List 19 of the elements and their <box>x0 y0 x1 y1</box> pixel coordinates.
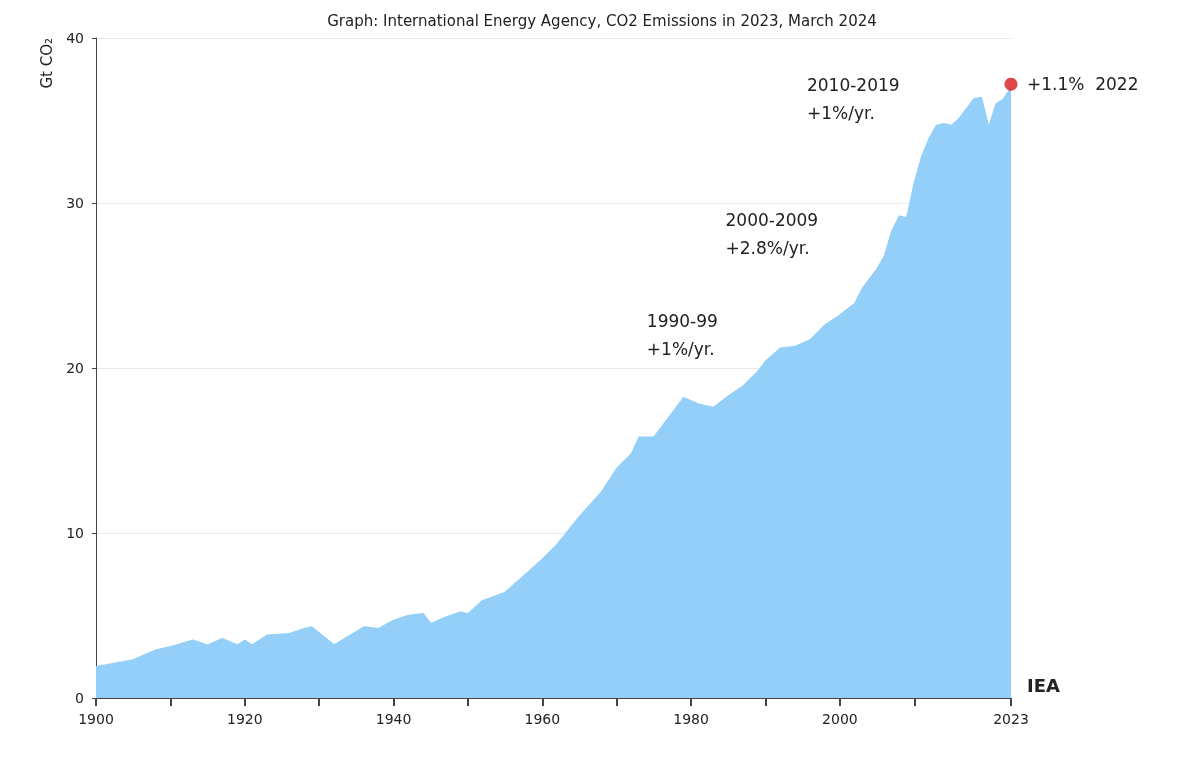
x-tick-label: 1980 <box>673 711 709 727</box>
x-tick-label: 1920 <box>226 711 263 727</box>
annotation: +1.1% 2022 <box>1027 74 1139 95</box>
y-tick-label: 20 <box>66 360 84 376</box>
x-tick-label: 1960 <box>524 711 561 727</box>
annotation: 2010-2019 +1%/yr. <box>806 75 900 123</box>
y-axis-title: Gt CO₂ <box>37 38 56 89</box>
chart-title: Graph: International Energy Agency, CO2 Emissions in 2023, March 2024 <box>327 11 877 30</box>
x-tick-label: 1900 <box>78 711 114 727</box>
x-tick-label: 2023 <box>993 711 1029 727</box>
y-tick-label: 0 <box>75 690 84 706</box>
x-tick-label: 2000 <box>822 711 858 727</box>
text: IEA <box>1027 674 1060 696</box>
annotation: 1990-99 +1%/yr. <box>646 310 718 359</box>
x-tick-label: 1940 <box>375 711 412 727</box>
y-tick-label: 30 <box>66 195 84 211</box>
y-tick-label: 10 <box>66 525 84 541</box>
y-tick-label: 40 <box>66 30 84 46</box>
annotation: 2000-2009 +2.8%/yr. <box>725 210 819 259</box>
